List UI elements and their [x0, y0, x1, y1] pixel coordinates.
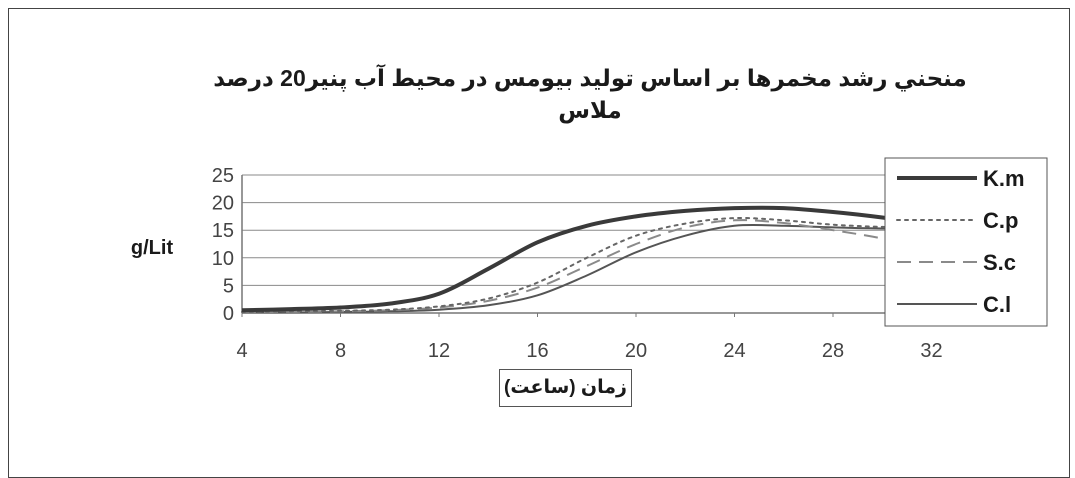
chart-title: منحني رشد مخمرها بر اساس توليد بيومس در …: [213, 65, 967, 123]
y-tick-label: 10: [212, 248, 234, 270]
y-tick-label: 15: [212, 220, 234, 242]
y-tick-label: 20: [212, 193, 234, 215]
series-line-km: [241, 205, 932, 313]
y-tick-label: 0: [223, 303, 234, 325]
y-tick-label: 25: [212, 165, 234, 187]
y-tick-label: 5: [223, 275, 234, 297]
legend-label: C.l: [983, 292, 1011, 317]
x-tick-label: 4: [236, 340, 247, 362]
x-axis-label: زمان (ساعت): [499, 369, 632, 407]
x-tick-label: 12: [428, 340, 450, 362]
x-tick-label: 16: [526, 340, 548, 362]
x-tick-label: 28: [822, 340, 844, 362]
x-tick-label: 20: [625, 340, 647, 362]
x-tick-label: 32: [920, 340, 942, 362]
legend-box: [884, 157, 1048, 327]
y-axis-label: g/Lit: [131, 237, 174, 259]
x-tick-label: 24: [723, 340, 745, 362]
legend-label: S.c: [983, 250, 1016, 275]
chart-canvas: 0 5 10 15 20 25 4 8 12 16 20 24 28 32 g/Lit K.m C.p S.c C…: [131, 157, 1048, 362]
legend-label: C.p: [983, 208, 1018, 233]
x-tick-label: 8: [335, 340, 346, 362]
series-line-cp: [241, 216, 933, 313]
legend-label: K.m: [983, 166, 1025, 191]
